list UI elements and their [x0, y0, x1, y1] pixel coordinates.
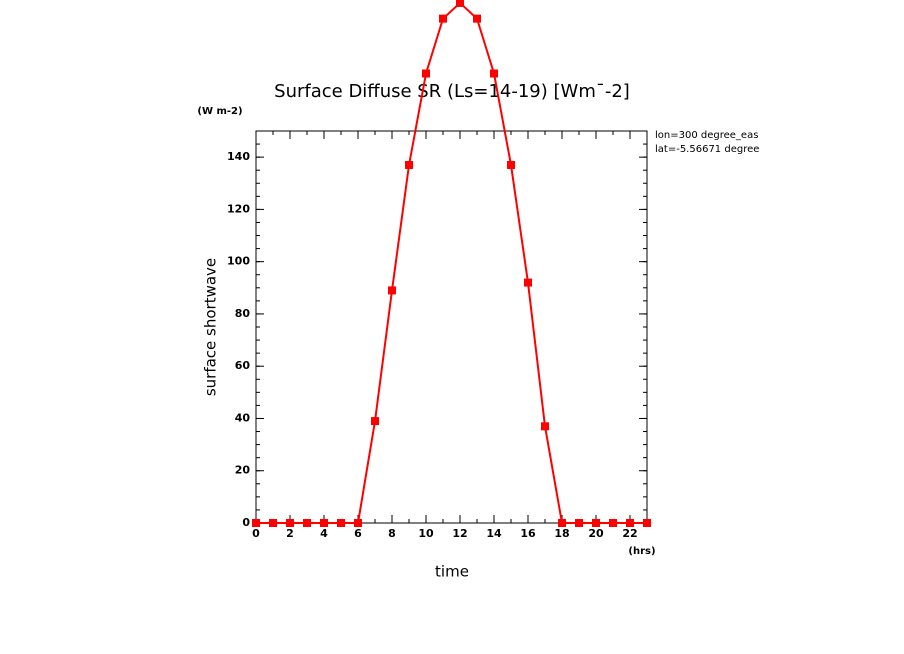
data-marker [507, 160, 515, 169]
data-marker [473, 14, 481, 23]
plot-frame [255, 130, 648, 524]
x-tick-label: 2 [286, 527, 294, 540]
y-tick-label: 120 [227, 202, 250, 215]
data-marker [354, 519, 362, 527]
x-tick-label: 18 [554, 527, 569, 540]
x-tick-label: 4 [320, 527, 328, 540]
data-marker [422, 69, 430, 78]
x-tick-label: 8 [388, 527, 396, 540]
y-tick-label: 0 [242, 516, 250, 529]
x-tick-label: 12 [452, 527, 467, 540]
y-tick-label: 80 [235, 307, 251, 320]
data-marker [303, 519, 311, 527]
x-tick-label: 10 [418, 527, 434, 540]
data-marker [592, 519, 600, 527]
x-tick-label: 6 [354, 527, 362, 540]
data-marker [609, 519, 617, 527]
data-marker [405, 160, 413, 169]
data-marker [439, 14, 447, 23]
data-marker [269, 519, 277, 527]
x-tick-label: 20 [588, 527, 604, 540]
data-marker [575, 519, 583, 527]
y-axis-label: surface shortwave [202, 258, 220, 396]
data-marker [388, 286, 396, 295]
y-tick-label: 100 [227, 255, 250, 268]
data-marker [320, 519, 328, 527]
annotation: lon=300 degree_eas [655, 130, 758, 141]
annotation: lat=-5.56671 degree [655, 144, 759, 155]
x-tick-label: 0 [252, 527, 260, 540]
data-marker [456, 0, 464, 7]
y-tick-label: 140 [227, 150, 250, 163]
data-marker [337, 519, 345, 527]
y-tick-label: 20 [235, 464, 251, 477]
chart-title: Surface Diffuse SR (Ls=14-19) [Wm¯-2] [274, 81, 630, 102]
data-marker [524, 278, 532, 287]
y-units: (W m-2) [197, 106, 242, 117]
data-marker [490, 69, 498, 78]
data-marker [643, 519, 651, 527]
x-tick-label: 16 [520, 527, 536, 540]
data-marker [626, 519, 634, 527]
data-marker [558, 519, 566, 527]
x-units: (hrs) [628, 546, 655, 557]
x-axis-label: time [435, 563, 469, 581]
x-tick-label: 14 [486, 527, 502, 540]
data-marker [541, 422, 549, 431]
data-marker [286, 519, 294, 527]
data-marker [371, 417, 379, 426]
y-tick-label: 60 [235, 359, 251, 372]
x-tick-label: 22 [622, 527, 637, 540]
data-marker [252, 519, 260, 527]
y-tick-label: 40 [235, 411, 251, 424]
